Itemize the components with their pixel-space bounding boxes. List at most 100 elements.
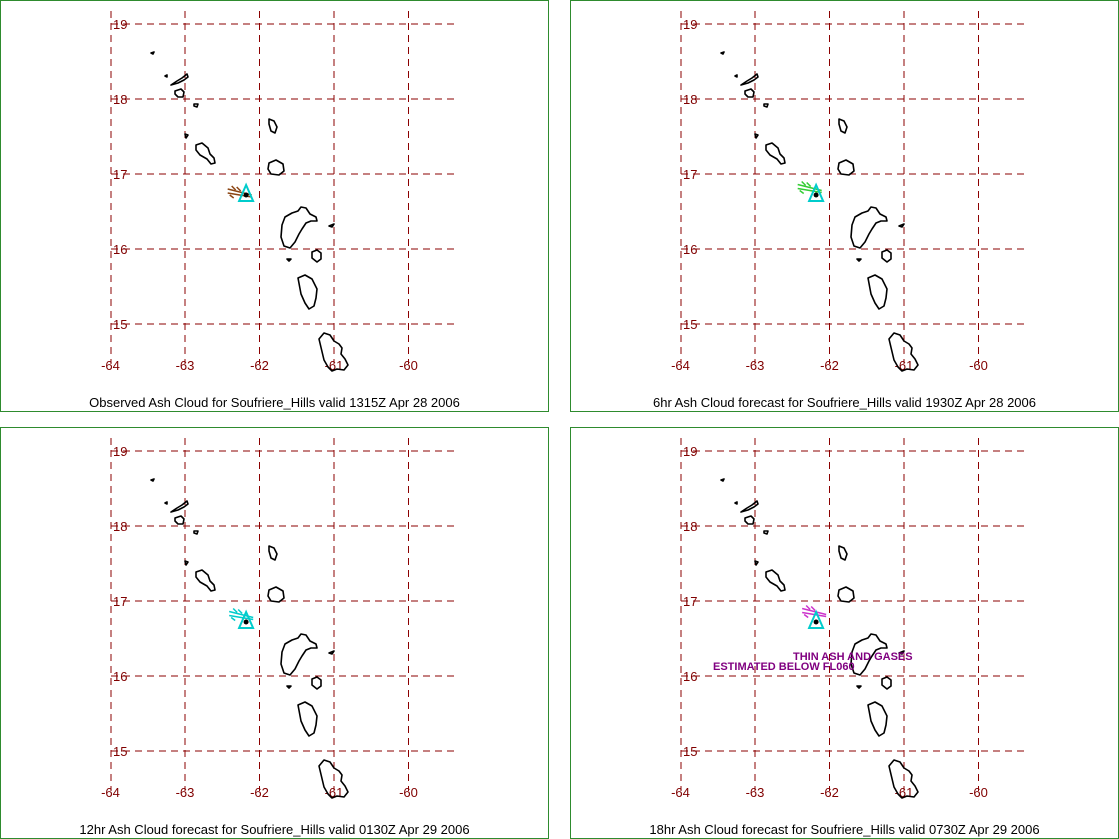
martinique-outline xyxy=(888,332,919,372)
lat-tick-label: 15 xyxy=(113,317,127,332)
coastlines xyxy=(150,51,349,372)
st-kitts-outline xyxy=(754,560,759,566)
st-martin-outline xyxy=(170,500,189,513)
ash-plume-arrow xyxy=(227,185,252,199)
lat-tick-label: 18 xyxy=(113,519,127,534)
st-eustatius-outline xyxy=(193,103,199,108)
antigua-outline xyxy=(837,159,855,176)
saba-outline xyxy=(734,74,738,78)
volcano-icon xyxy=(237,182,255,202)
antigua-outline xyxy=(267,586,285,603)
lat-tick-label: 18 xyxy=(683,92,697,107)
panel-observed: 19 18 17 16 15 -64 -63 -62 -61 -60 Observed Ash C… xyxy=(0,0,549,412)
lon-tick-label: -64 xyxy=(671,358,690,373)
lat-tick-label: 16 xyxy=(113,242,127,257)
guadeloupe-outline xyxy=(850,633,888,676)
lat-tick-label: 19 xyxy=(113,444,127,459)
lat-tick-label: 19 xyxy=(683,17,697,32)
lat-tick-label: 15 xyxy=(683,317,697,332)
dominica-outline xyxy=(867,701,888,737)
lat-tick-label: 18 xyxy=(683,519,697,534)
graticule xyxy=(680,11,1029,364)
desirade-outline xyxy=(328,650,335,655)
ash-plume-arrow xyxy=(797,180,822,195)
lat-tick-label: 17 xyxy=(113,167,127,182)
ash-advisory-note: ESTIMATED BELOW FL060 xyxy=(713,661,855,673)
anguilla-outline xyxy=(720,478,725,482)
lon-tick-label: -62 xyxy=(820,785,839,800)
lon-tick-label: -64 xyxy=(101,785,120,800)
desirade-outline xyxy=(898,223,905,228)
lon-tick-label: -62 xyxy=(250,785,269,800)
lat-tick-label: 17 xyxy=(683,167,697,182)
lat-tick-label: 17 xyxy=(113,594,127,609)
lon-tick-label: -62 xyxy=(250,358,269,373)
marie-galante-outline xyxy=(881,249,892,263)
martinique-outline xyxy=(888,759,919,799)
st-martin-outline xyxy=(740,500,759,513)
martinique-outline xyxy=(318,759,349,799)
lon-tick-label: -63 xyxy=(746,785,765,800)
barbuda-outline xyxy=(268,545,278,561)
lon-tick-label: -64 xyxy=(101,358,120,373)
st-eustatius-outline xyxy=(193,530,199,535)
dominica-outline xyxy=(297,701,318,737)
lon-tick-label: -60 xyxy=(399,358,418,373)
barbuda-outline xyxy=(838,118,848,134)
antigua-outline xyxy=(267,159,285,176)
nevis-outline xyxy=(765,569,786,592)
anguilla-outline xyxy=(150,478,155,482)
lon-tick-label: -60 xyxy=(399,785,418,800)
graticule xyxy=(110,11,459,364)
ash-advisory-note: THIN ASH AND GASES xyxy=(793,651,913,663)
lon-tick-label: -63 xyxy=(746,358,765,373)
coastlines xyxy=(720,478,919,799)
marie-galante-outline xyxy=(311,676,322,690)
marie-galante-outline xyxy=(881,676,892,690)
volcano-icon xyxy=(807,609,825,629)
lon-tick-label: -64 xyxy=(671,785,690,800)
saba-outline xyxy=(164,74,168,78)
lon-tick-label: -62 xyxy=(820,358,839,373)
lon-tick-label: -60 xyxy=(969,358,988,373)
panel-caption: Observed Ash Cloud for Soufriere_Hills v… xyxy=(89,395,460,410)
antigua-outline xyxy=(837,586,855,603)
anguilla-outline xyxy=(720,51,725,55)
saba-outline xyxy=(164,501,168,505)
panel-caption: 18hr Ash Cloud forecast for Soufriere_Hi… xyxy=(649,822,1040,837)
nevis-outline xyxy=(765,142,786,165)
marie-galante-outline xyxy=(311,249,322,263)
panel-forecast-18hr: 19 18 17 16 15 -64 -63 -62 -61 -60 THIN ASH AND GA… xyxy=(570,427,1119,839)
volcano-icon xyxy=(237,609,255,629)
nevis-outline xyxy=(195,569,216,592)
les-saintes-outline xyxy=(856,258,862,262)
barbuda-outline xyxy=(838,545,848,561)
lat-tick-label: 16 xyxy=(113,669,127,684)
guadeloupe-outline xyxy=(850,206,888,249)
panel-caption: 12hr Ash Cloud forecast for Soufriere_Hi… xyxy=(79,822,470,837)
st-eustatius-outline xyxy=(763,530,769,535)
lat-tick-label: 19 xyxy=(113,17,127,32)
lat-tick-label: 17 xyxy=(683,594,697,609)
les-saintes-outline xyxy=(286,258,292,262)
st-martin-outline xyxy=(170,73,189,86)
lat-tick-label: 19 xyxy=(683,444,697,459)
panel-forecast-12hr: 19 18 17 16 15 -64 -63 -62 -61 -60 12hr Ash Cloud… xyxy=(0,427,549,839)
barbuda-outline xyxy=(268,118,278,134)
saba-outline xyxy=(734,501,738,505)
panel-forecast-6hr: 19 18 17 16 15 -64 -63 -62 -61 -60 6hr Ash Cloud … xyxy=(570,0,1119,412)
coastlines xyxy=(150,478,349,799)
st-barthelemy-outline xyxy=(174,515,185,525)
st-barthelemy-outline xyxy=(744,88,755,98)
panel-caption: 6hr Ash Cloud forecast for Soufriere_Hil… xyxy=(653,395,1036,410)
lat-tick-label: 15 xyxy=(683,744,697,759)
st-eustatius-outline xyxy=(763,103,769,108)
st-barthelemy-outline xyxy=(174,88,185,98)
lon-tick-label: -63 xyxy=(176,785,195,800)
st-kitts-outline xyxy=(754,133,759,139)
lat-tick-label: 18 xyxy=(113,92,127,107)
